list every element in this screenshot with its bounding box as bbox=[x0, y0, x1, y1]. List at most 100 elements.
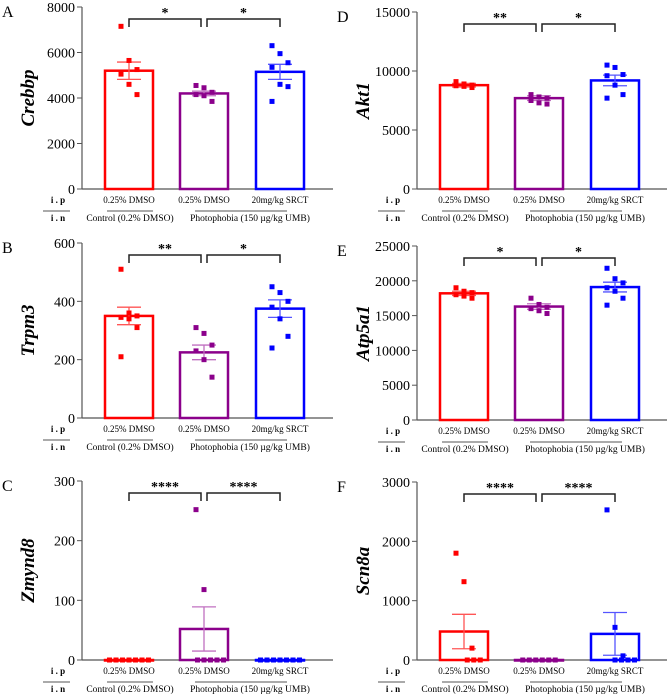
y-tick-label: 3000 bbox=[382, 476, 410, 491]
x-ip-label: 20mg/kg SRCT bbox=[587, 426, 644, 436]
x-ip-label: 20mg/kg SRCT bbox=[587, 195, 644, 205]
in-row-label: i . n bbox=[386, 684, 400, 694]
y-tick-label: 0 bbox=[68, 183, 75, 198]
bar bbox=[513, 305, 565, 422]
in-row-label: i . n bbox=[51, 442, 65, 452]
data-point bbox=[453, 550, 459, 556]
x-ip-label: 0.25% DMSO bbox=[513, 426, 565, 436]
significance-label: **** bbox=[230, 480, 258, 495]
y-axis-label: Crebbp bbox=[18, 70, 39, 127]
chart-svg: E Atp5a1 0 5000 10000 15000 20000 25000 0.25% DM… bbox=[337, 240, 667, 455]
significance-bracket bbox=[128, 18, 202, 27]
bar bbox=[103, 69, 155, 191]
data-point bbox=[612, 288, 618, 294]
data-point bbox=[134, 67, 140, 73]
data-point bbox=[528, 92, 534, 98]
control-group-label: Control (0.2% DMSO) bbox=[421, 684, 508, 695]
in-row-label: i . n bbox=[386, 444, 400, 454]
significance-bracket bbox=[128, 492, 202, 501]
data-point bbox=[528, 295, 534, 301]
data-point bbox=[201, 657, 207, 663]
data-point bbox=[269, 304, 275, 310]
bar bbox=[178, 92, 230, 191]
data-point bbox=[277, 51, 283, 57]
data-point bbox=[604, 302, 610, 308]
data-point bbox=[461, 83, 467, 89]
data-point bbox=[546, 657, 552, 663]
data-point bbox=[453, 79, 459, 85]
data-point bbox=[471, 657, 477, 663]
data-point bbox=[285, 298, 291, 304]
data-point bbox=[477, 657, 483, 663]
data-point bbox=[258, 657, 263, 663]
data-point bbox=[620, 280, 626, 286]
panel-letter: C bbox=[2, 478, 13, 495]
data-point bbox=[461, 579, 467, 585]
y-tick-label: 25000 bbox=[375, 240, 410, 255]
panel-letter: F bbox=[337, 479, 346, 496]
significance-bracket bbox=[206, 18, 281, 27]
x-ip-label: 0.25% DMSO bbox=[513, 666, 565, 676]
data-point bbox=[544, 311, 550, 317]
panel-C: C Zmynd8 0 100 200 300 0.25% DMSO 0.25% DMSO 20m… bbox=[0, 460, 335, 697]
data-point bbox=[297, 657, 302, 663]
data-point bbox=[469, 645, 475, 651]
significance-bracket bbox=[463, 257, 537, 266]
data-point bbox=[285, 333, 291, 339]
ip-row-label: i . p bbox=[51, 424, 65, 434]
data-point bbox=[134, 325, 140, 331]
bar bbox=[513, 96, 565, 191]
y-tick-label: 1000 bbox=[382, 595, 410, 610]
y-tick-label: 5000 bbox=[382, 124, 410, 139]
panel-letter: A bbox=[2, 4, 14, 21]
data-point bbox=[193, 92, 199, 98]
data-point bbox=[214, 657, 220, 663]
y-axis-label: Akt1 bbox=[353, 82, 374, 120]
x-ip-label: 0.25% DMSO bbox=[103, 424, 155, 434]
photophobia-group-label: Photophobia (150 µg/kg UMB) bbox=[190, 684, 310, 695]
data-point bbox=[528, 306, 534, 312]
bar bbox=[513, 658, 565, 662]
data-point bbox=[201, 587, 207, 593]
x-ip-label: 20mg/kg SRCT bbox=[252, 424, 309, 434]
y-tick-label: 0 bbox=[403, 183, 410, 198]
panel-E: E Atp5a1 0 5000 10000 15000 20000 25000 0.25% DM… bbox=[335, 230, 669, 460]
y-axis-label: Scn8a bbox=[353, 546, 374, 595]
x-ip-label: 0.25% DMSO bbox=[178, 195, 230, 205]
y-tick-label: 8000 bbox=[47, 1, 75, 16]
x-ip-label: 0.25% DMSO bbox=[438, 666, 490, 676]
panel-A: A Crebbp 0 2000 4000 6000 8000 0.25% DMSO 0.25% … bbox=[0, 0, 335, 230]
photophobia-group-label: Photophobia (150 µg/kg UMB) bbox=[190, 442, 310, 453]
data-point bbox=[536, 94, 542, 100]
data-point bbox=[453, 285, 459, 291]
data-point bbox=[533, 657, 539, 663]
data-point bbox=[612, 276, 618, 282]
y-tick-label: 200 bbox=[54, 535, 75, 550]
data-point bbox=[528, 98, 534, 103]
bar bbox=[254, 307, 306, 420]
data-point bbox=[604, 73, 610, 79]
panel-letter: D bbox=[337, 9, 349, 26]
y-tick-label: 0 bbox=[68, 412, 75, 427]
data-point bbox=[469, 85, 475, 91]
y-tick-label: 0 bbox=[403, 414, 410, 429]
data-point bbox=[118, 71, 124, 77]
y-tick-label: 400 bbox=[54, 295, 75, 310]
data-point bbox=[269, 345, 275, 351]
data-point bbox=[201, 85, 207, 91]
significance-label: ** bbox=[158, 242, 172, 257]
data-point bbox=[118, 314, 124, 320]
y-axis-label: Atp5a1 bbox=[353, 305, 374, 362]
data-point bbox=[193, 325, 199, 331]
significance-bracket bbox=[206, 254, 281, 263]
y-tick-label: 4000 bbox=[47, 92, 75, 107]
data-point bbox=[544, 101, 550, 107]
data-point bbox=[285, 84, 291, 90]
bar bbox=[178, 351, 230, 420]
significance-label: * bbox=[240, 242, 247, 257]
data-point bbox=[461, 288, 467, 294]
photophobia-group-label: Photophobia (150 µg/kg UMB) bbox=[525, 444, 645, 455]
data-point bbox=[107, 657, 112, 663]
data-point bbox=[201, 330, 207, 336]
significance-label: ** bbox=[493, 11, 507, 26]
